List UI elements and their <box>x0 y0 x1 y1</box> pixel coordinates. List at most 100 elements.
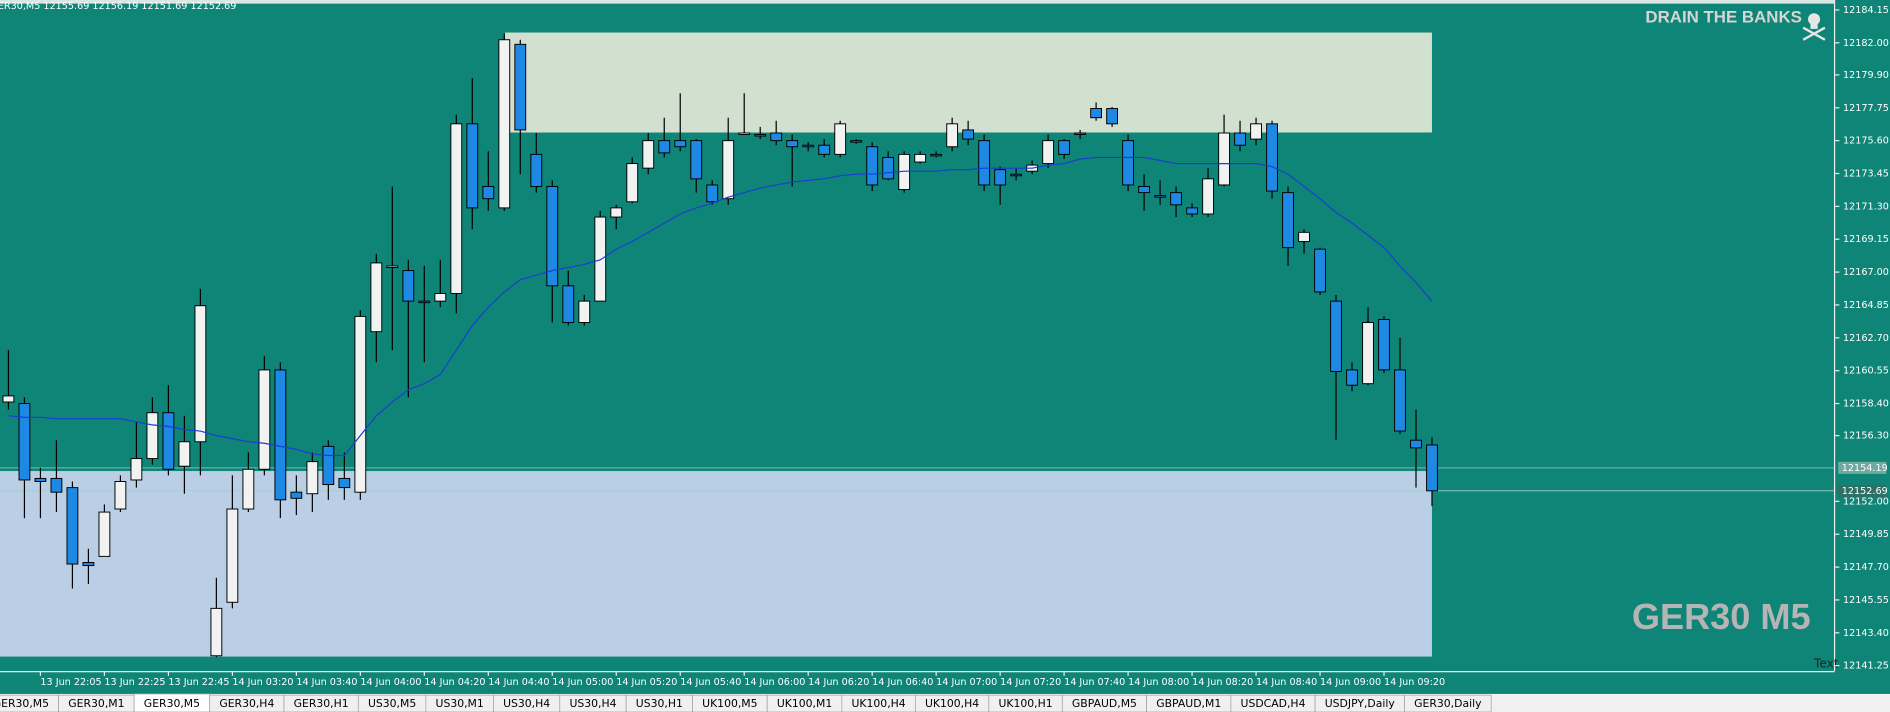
tab-label[interactable]: USDJPY,Daily <box>1325 697 1396 710</box>
candle-body <box>946 123 959 148</box>
y-tick-label: 12141.25 <box>1843 661 1889 672</box>
tabs: GER30,M5 GER30,M1 GER30,M5 GER30,H4 GER30,H1… <box>0 693 1492 712</box>
candle-body <box>530 153 543 187</box>
candle-body <box>754 134 767 137</box>
tab-label[interactable]: US30,H4 <box>503 697 550 710</box>
candle-body <box>386 265 399 268</box>
supply-zone <box>505 32 1432 133</box>
x-tick-label: 13 Jun 22:25 <box>104 677 165 688</box>
tab-background[interactable] <box>1404 694 1492 712</box>
tab-label[interactable]: GER30,Daily <box>1414 697 1482 710</box>
tab-label[interactable]: GER30,M5 <box>144 697 200 710</box>
tab[interactable]: UK100,H1 <box>988 694 1063 712</box>
candle-body <box>370 262 383 333</box>
x-tick-label: 14 Jun 06:00 <box>744 677 805 688</box>
tab[interactable]: USDJPY,Daily <box>1314 694 1405 712</box>
price-label: 12152.69 <box>1842 486 1888 497</box>
candle-body <box>1122 140 1135 186</box>
candle-body <box>1074 132 1087 135</box>
tab-label[interactable]: USDCAD,H4 <box>1241 697 1306 710</box>
tab[interactable]: GER30,M1 <box>58 694 135 712</box>
tab[interactable]: US30,M5 <box>357 694 427 712</box>
candle-body <box>274 369 287 501</box>
candle-body <box>1138 186 1150 194</box>
candle-body <box>1330 300 1342 372</box>
tab[interactable]: US30,M1 <box>425 694 494 712</box>
candle-body <box>306 461 319 495</box>
watermark: GER30 M5 <box>1632 596 1811 637</box>
x-tick-label: 14 Jun 04:40 <box>488 677 549 688</box>
candle-body <box>1282 192 1294 249</box>
tab[interactable]: GER30,H1 <box>283 694 359 712</box>
tab[interactable]: GER30,M5 <box>0 694 60 712</box>
tab[interactable]: UK100,H4 <box>841 694 916 712</box>
tab[interactable]: USDCAD,H4 <box>1230 694 1316 712</box>
candle-body <box>1314 248 1326 293</box>
y-tick-label: 12164.85 <box>1843 300 1889 311</box>
tab-label[interactable]: GER30,H1 <box>294 697 349 710</box>
tab-label[interactable]: US30,H1 <box>636 697 683 710</box>
tab-label[interactable]: GER30,M5 <box>0 697 49 710</box>
candle-body <box>354 315 367 493</box>
candle-body <box>146 412 159 460</box>
candle-body <box>690 140 703 180</box>
candle-body <box>1042 140 1055 165</box>
tab-label[interactable]: GBPAUD,M5 <box>1072 697 1137 710</box>
y-tick-label: 12156.30 <box>1843 431 1889 442</box>
x-tick-label: 14 Jun 07:00 <box>936 677 997 688</box>
tab-label[interactable]: US30,H4 <box>569 697 616 710</box>
candle-body <box>402 270 415 302</box>
tab[interactable]: US30,H1 <box>625 694 693 712</box>
x-tick-label: 14 Jun 07:20 <box>1000 677 1061 688</box>
candle-body <box>210 607 223 657</box>
candle-body <box>626 163 639 203</box>
tab[interactable]: UK100,H4 <box>914 694 990 712</box>
x-tick-label: 14 Jun 06:40 <box>872 677 933 688</box>
candle-body <box>242 468 255 510</box>
tab-label[interactable]: US30,M1 <box>436 697 484 710</box>
plot-area <box>0 33 1835 658</box>
candle-body <box>818 144 831 155</box>
tab-label[interactable]: UK100,H4 <box>925 697 979 710</box>
tab-label[interactable]: US30,M5 <box>368 697 416 710</box>
candle-body <box>866 146 879 186</box>
tab[interactable]: GBPAUD,M1 <box>1146 694 1232 712</box>
tab[interactable]: GER30,M5 <box>133 693 211 712</box>
candle-body <box>66 487 79 565</box>
candle-body <box>642 140 655 169</box>
candle-body <box>338 477 351 489</box>
tab-label[interactable]: GBPAUD,M1 <box>1156 697 1221 710</box>
candle-body <box>994 169 1007 186</box>
tab-label[interactable]: GER30,M1 <box>68 697 124 710</box>
x-tick-label: 14 Jun 08:00 <box>1128 677 1189 688</box>
tab[interactable]: US30,H4 <box>559 694 627 712</box>
y-tick-label: 12162.70 <box>1843 333 1889 344</box>
candle-body <box>1346 369 1358 386</box>
candle-body <box>1410 439 1422 449</box>
x-tick-label: 13 Jun 22:05 <box>40 677 101 688</box>
tab[interactable]: UK100,M5 <box>692 694 768 712</box>
tab[interactable]: GBPAUD,M5 <box>1061 694 1147 712</box>
y-tick-label: 12177.75 <box>1843 103 1889 114</box>
tab-label[interactable]: UK100,M5 <box>702 697 757 710</box>
ask-label-box <box>1838 461 1887 474</box>
tab[interactable]: UK100,M1 <box>766 694 843 712</box>
candle-body <box>1250 123 1262 140</box>
candle-body <box>2 395 15 403</box>
tab[interactable]: GER30,H4 <box>209 694 285 712</box>
candle-body <box>82 562 95 567</box>
tab-label[interactable]: GER30,H4 <box>219 697 274 710</box>
tab[interactable]: US30,H4 <box>493 694 561 712</box>
x-tick-label: 13 Jun 22:45 <box>168 677 229 688</box>
tab[interactable]: GER30,Daily <box>1404 694 1492 712</box>
candle-body <box>1186 207 1198 215</box>
tab-label[interactable]: UK100,H1 <box>998 697 1052 710</box>
x-tick-label: 14 Jun 05:00 <box>552 677 613 688</box>
candle-body <box>1202 178 1214 215</box>
tab-label[interactable]: UK100,M1 <box>777 697 832 710</box>
y-tick-label: 12160.55 <box>1843 366 1889 377</box>
x-tick-label: 14 Jun 09:00 <box>1320 677 1381 688</box>
tab-label[interactable]: UK100,H4 <box>852 697 906 710</box>
candle-body <box>882 156 895 180</box>
y-tick-label: 12167.00 <box>1843 267 1889 278</box>
